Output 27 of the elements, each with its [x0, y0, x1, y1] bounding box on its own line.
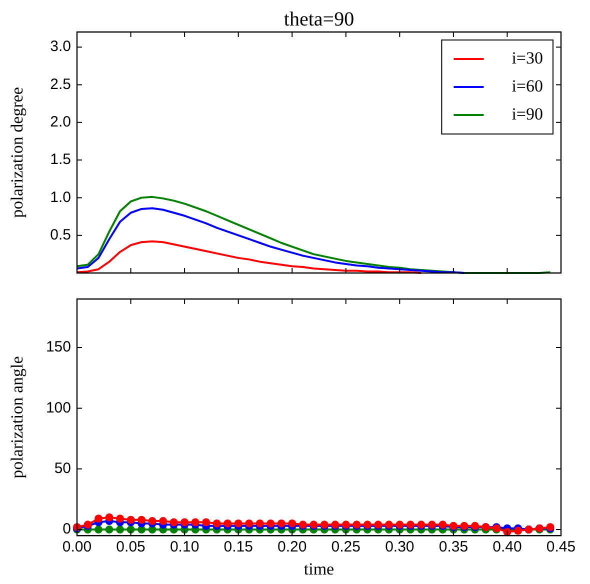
y-tick-label: 0 [62, 520, 71, 538]
x-axis-title: time [304, 559, 334, 578]
y-tick-label: 2.5 [50, 76, 71, 93]
y-axis-title: polarization angle [8, 356, 27, 478]
y-tick-label: 3.0 [50, 38, 71, 56]
x-tick-label: 0.10 [170, 538, 200, 556]
y-tick-label: 2.0 [50, 114, 71, 131]
legend-label: i=60 [512, 76, 543, 96]
x-tick-label: 0.20 [278, 538, 307, 556]
x-tick-label: 0.25 [331, 538, 360, 556]
x-tick-label: 0.15 [224, 538, 253, 556]
y-axis-title: polarization degree [8, 87, 27, 218]
x-tick-label: 0.35 [438, 538, 468, 556]
y-tick-label: 100 [46, 399, 71, 416]
y-tick-label: 150 [46, 338, 71, 356]
x-tick-label: 0.05 [116, 538, 146, 556]
y-tick-label: 50 [54, 460, 71, 478]
x-tick-label: 0.40 [492, 538, 522, 556]
y-tick-label: 1.5 [50, 151, 71, 168]
x-tick-label: 0.45 [546, 538, 576, 556]
y-tick-label: 0.5 [50, 226, 71, 244]
y-tick-label: 1.0 [50, 188, 71, 206]
x-tick-label: 0.30 [385, 538, 414, 556]
chart-title: theta=90 [284, 8, 354, 30]
legend-label: i=30 [512, 48, 543, 68]
x-tick-label: 0.00 [62, 538, 92, 556]
legend-label: i=90 [512, 104, 543, 124]
